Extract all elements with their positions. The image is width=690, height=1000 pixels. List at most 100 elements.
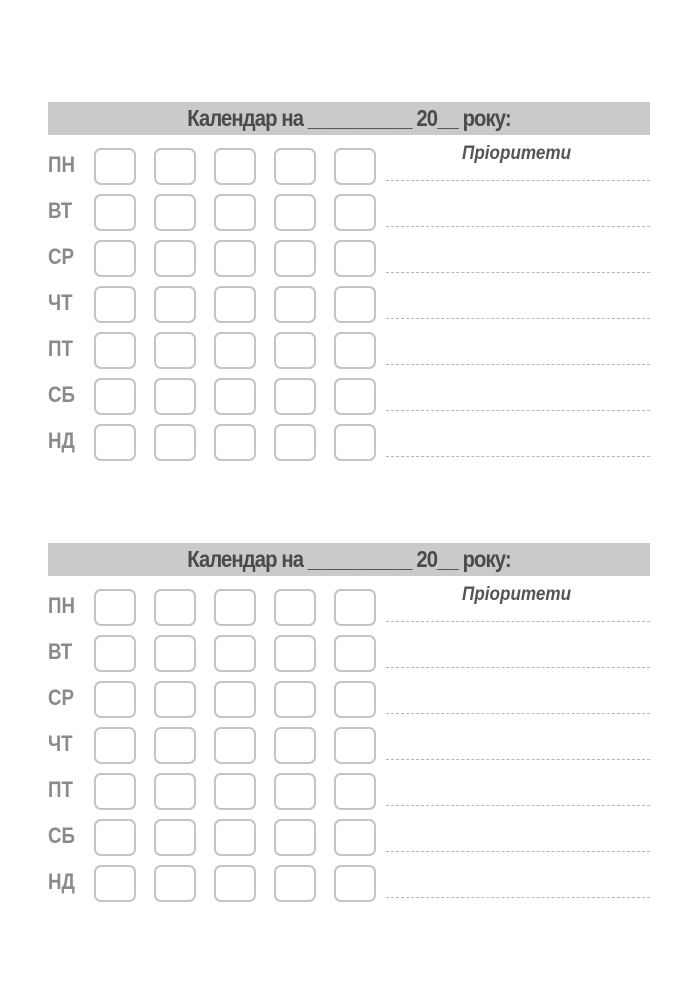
- checkbox[interactable]: [214, 819, 256, 856]
- checkbox[interactable]: [274, 727, 316, 764]
- day-row: ЧТ: [48, 727, 650, 773]
- day-label: ЧТ: [48, 731, 73, 756]
- checkbox[interactable]: [274, 240, 316, 277]
- checkbox[interactable]: [274, 332, 316, 369]
- checkbox[interactable]: [214, 148, 256, 185]
- checkbox[interactable]: [94, 727, 136, 764]
- checkbox[interactable]: [154, 240, 196, 277]
- day-row: ВТ: [48, 194, 650, 240]
- checkbox[interactable]: [154, 378, 196, 415]
- checkbox[interactable]: [274, 635, 316, 672]
- checkbox[interactable]: [94, 424, 136, 461]
- checkbox[interactable]: [214, 773, 256, 810]
- day-label: НД: [48, 428, 75, 453]
- checkbox[interactable]: [214, 681, 256, 718]
- checkbox[interactable]: [94, 589, 136, 626]
- checkbox[interactable]: [274, 589, 316, 626]
- checkbox[interactable]: [94, 773, 136, 810]
- checkbox[interactable]: [334, 332, 376, 369]
- checkbox[interactable]: [154, 286, 196, 323]
- priority-line[interactable]: [386, 410, 650, 411]
- priority-line[interactable]: [386, 805, 650, 806]
- priority-line[interactable]: [386, 226, 650, 227]
- checkbox[interactable]: [334, 727, 376, 764]
- checkbox[interactable]: [334, 681, 376, 718]
- checkbox[interactable]: [334, 286, 376, 323]
- day-label: ПТ: [48, 777, 73, 802]
- checkbox[interactable]: [274, 194, 316, 231]
- checkbox[interactable]: [214, 240, 256, 277]
- checkbox[interactable]: [94, 148, 136, 185]
- checkbox[interactable]: [154, 865, 196, 902]
- checkbox[interactable]: [274, 819, 316, 856]
- checkbox[interactable]: [334, 378, 376, 415]
- day-row: ПТ: [48, 773, 650, 819]
- checkbox[interactable]: [334, 194, 376, 231]
- day-label: СР: [48, 685, 74, 710]
- checkbox[interactable]: [94, 681, 136, 718]
- day-label: СР: [48, 244, 74, 269]
- day-label: СБ: [48, 382, 75, 407]
- checkbox[interactable]: [334, 635, 376, 672]
- priority-line[interactable]: [386, 897, 650, 898]
- checkbox[interactable]: [274, 286, 316, 323]
- checkbox[interactable]: [214, 635, 256, 672]
- checkbox[interactable]: [214, 727, 256, 764]
- checkbox[interactable]: [94, 194, 136, 231]
- checkbox[interactable]: [154, 424, 196, 461]
- checkbox[interactable]: [274, 773, 316, 810]
- checkbox[interactable]: [154, 194, 196, 231]
- checkbox[interactable]: [94, 286, 136, 323]
- checkbox[interactable]: [154, 773, 196, 810]
- checkbox[interactable]: [334, 589, 376, 626]
- checkbox[interactable]: [94, 240, 136, 277]
- day-row: СБ: [48, 819, 650, 865]
- day-row: СБ: [48, 378, 650, 424]
- checkbox[interactable]: [214, 194, 256, 231]
- checkbox[interactable]: [154, 727, 196, 764]
- day-row: СР: [48, 681, 650, 727]
- checkbox[interactable]: [94, 865, 136, 902]
- priority-line[interactable]: [386, 621, 650, 622]
- checkbox[interactable]: [334, 148, 376, 185]
- checkbox[interactable]: [214, 424, 256, 461]
- priority-line[interactable]: [386, 180, 650, 181]
- checkbox[interactable]: [154, 681, 196, 718]
- checkbox[interactable]: [274, 424, 316, 461]
- checkbox[interactable]: [94, 378, 136, 415]
- priorities-label: Пріоритети: [462, 143, 572, 164]
- priority-line[interactable]: [386, 667, 650, 668]
- checkbox[interactable]: [214, 378, 256, 415]
- priority-line[interactable]: [386, 851, 650, 852]
- checkbox[interactable]: [154, 148, 196, 185]
- checkbox[interactable]: [214, 332, 256, 369]
- checkbox[interactable]: [334, 424, 376, 461]
- checkbox[interactable]: [334, 819, 376, 856]
- checkbox[interactable]: [214, 286, 256, 323]
- checkbox[interactable]: [94, 635, 136, 672]
- day-label: ПН: [48, 152, 75, 177]
- checkbox[interactable]: [274, 378, 316, 415]
- checkbox[interactable]: [274, 148, 316, 185]
- priority-line[interactable]: [386, 456, 650, 457]
- priority-line[interactable]: [386, 272, 650, 273]
- checkbox[interactable]: [154, 332, 196, 369]
- checkbox[interactable]: [334, 240, 376, 277]
- checkbox[interactable]: [94, 332, 136, 369]
- priority-line[interactable]: [386, 759, 650, 760]
- checkbox[interactable]: [154, 635, 196, 672]
- priority-line[interactable]: [386, 318, 650, 319]
- checkbox[interactable]: [274, 681, 316, 718]
- checkbox[interactable]: [214, 589, 256, 626]
- checkbox[interactable]: [154, 819, 196, 856]
- priority-line[interactable]: [386, 364, 650, 365]
- day-row: ПН: [48, 148, 650, 194]
- priority-line[interactable]: [386, 713, 650, 714]
- checkbox[interactable]: [334, 865, 376, 902]
- day-label: ПТ: [48, 336, 73, 361]
- checkbox[interactable]: [274, 865, 316, 902]
- checkbox[interactable]: [94, 819, 136, 856]
- checkbox[interactable]: [334, 773, 376, 810]
- checkbox[interactable]: [154, 589, 196, 626]
- checkbox[interactable]: [214, 865, 256, 902]
